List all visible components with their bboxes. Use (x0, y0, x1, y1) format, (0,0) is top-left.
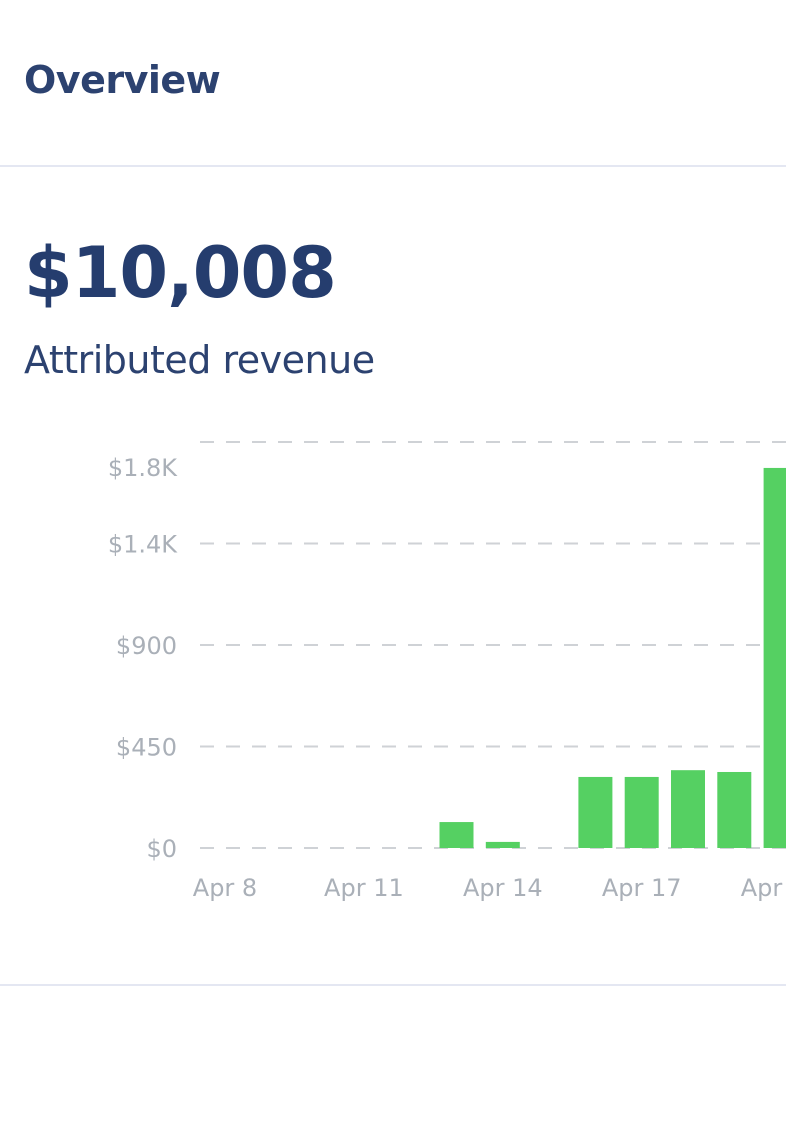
bar-apr-17 (624, 776, 659, 848)
revenue-bar-chart: $0 $450 $900 $1.4K $1.8K Apr 8 Apr 11 Apr 14 Apr… (108, 441, 786, 902)
y-tick-label: $1.4K (108, 531, 178, 559)
y-tick-label: $0 (146, 835, 177, 863)
header-divider (0, 165, 786, 167)
footer-divider (0, 984, 786, 986)
x-tick-label: Apr 20 (741, 874, 786, 902)
kpi-value: $10,008 (24, 232, 337, 314)
bar-apr-13 (439, 822, 474, 848)
x-tick-label: Apr 17 (602, 874, 682, 902)
bar-apr-16 (578, 776, 613, 848)
y-tick-label: $450 (116, 734, 177, 762)
bar-apr-19 (717, 771, 752, 848)
bar-apr-20 (763, 467, 786, 848)
bar-apr-18 (671, 770, 705, 848)
x-tick-label: Apr 14 (463, 874, 543, 902)
x-tick-label: Apr 8 (193, 874, 257, 902)
page-title: Overview (24, 58, 221, 102)
x-tick-label: Apr 11 (324, 874, 404, 902)
kpi-label: Attributed revenue (24, 338, 375, 382)
y-tick-label: $900 (116, 632, 177, 660)
y-tick-label: $1.8K (108, 454, 178, 482)
bar-apr-14 (485, 841, 520, 848)
